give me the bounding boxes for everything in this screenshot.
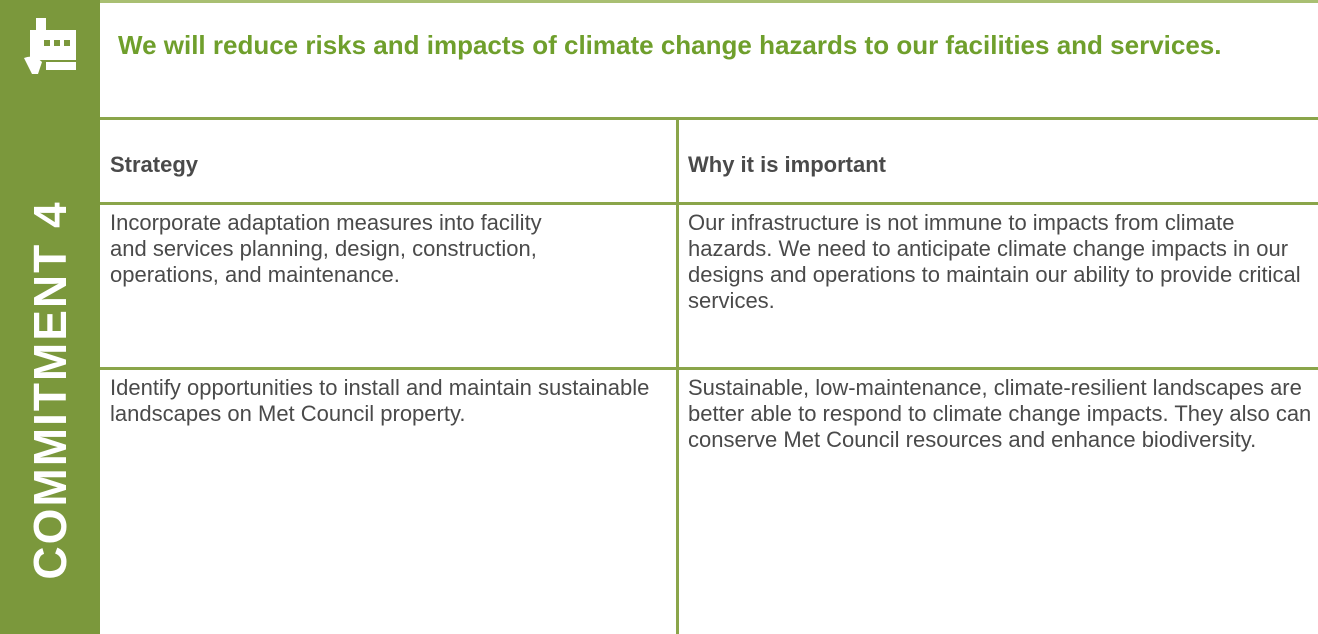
- facility-icon: [24, 18, 76, 74]
- column-header: Strategy: [110, 152, 199, 177]
- commitment-title: We will reduce risks and impacts of clim…: [118, 30, 1222, 60]
- commitment-label: COMMITMENT 4: [24, 200, 76, 580]
- table-cell: Sustainable, low-maintenance, climate-re…: [688, 375, 1312, 452]
- table-cell: Identify opportunities to install and ma…: [110, 375, 650, 426]
- row-rule: [100, 202, 1318, 205]
- column-rule: [676, 118, 679, 634]
- column-header: Why it is important: [688, 152, 886, 177]
- top-rule: [100, 0, 1318, 3]
- sidebar: COMMITMENT 4: [0, 0, 100, 634]
- table-cell: Incorporate adaptation measures into fac…: [110, 210, 542, 287]
- row-rule: [100, 367, 1318, 370]
- header-rule: [100, 117, 1318, 120]
- table-cell: Our infrastructure is not immune to impa…: [688, 210, 1301, 313]
